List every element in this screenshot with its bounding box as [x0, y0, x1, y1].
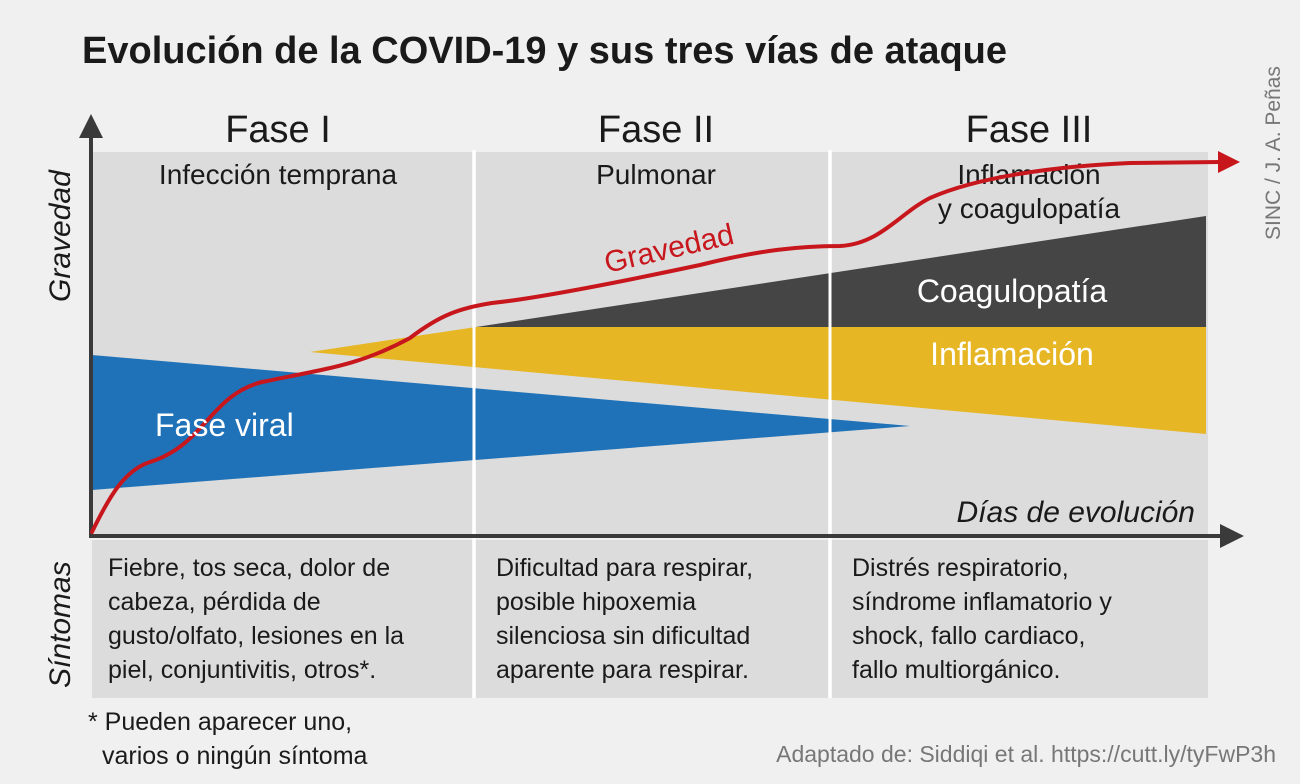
chart-title: Evolución de la COVID-19 y sus tres vías…	[82, 30, 1007, 72]
footnote-line-2: varios o ningún síntoma	[102, 742, 368, 770]
symptoms-panel-2	[476, 540, 828, 698]
symptoms-panel-3	[832, 540, 1208, 698]
phase-1-name: Fase I	[225, 109, 331, 151]
phase-3-subtitle-line-1: Inflamación	[957, 159, 1100, 190]
phase-1-symptoms-line-2: cabeza, pérdida de	[108, 588, 321, 616]
phase-2-subtitle: Pulmonar	[596, 159, 716, 190]
coagulopathy-band-label: Coagulopatía	[917, 273, 1108, 309]
inflammation-band	[310, 327, 1206, 434]
phase-3-symptoms-line-1: Distrés respiratorio,	[852, 554, 1069, 582]
phase-2-name: Fase II	[598, 109, 714, 151]
viral-band-label: Fase viral	[155, 407, 294, 443]
credit-text: SINC / J. A. Peñas	[1262, 66, 1285, 240]
severity-curve	[90, 160, 1222, 534]
inflammation-band-label: Inflamación	[930, 336, 1094, 372]
phase-3-symptoms-line-2: síndrome inflamatorio y	[852, 588, 1112, 616]
x-axis-label: Días de evolución	[957, 496, 1195, 529]
phase-2-symptoms-line-1: Dificultad para respirar,	[496, 554, 753, 582]
symptoms-axis-label: Síntomas	[44, 561, 77, 688]
y-axis-label: Gravedad	[44, 169, 77, 302]
viral-band	[92, 355, 910, 490]
phase-1-symptoms-line-1: Fiebre, tos seca, dolor de	[108, 554, 390, 582]
source-citation: Adaptado de: Siddiqi et al. https://cutt…	[776, 741, 1276, 767]
phase-3-symptoms-line-4: fallo multiorgánico.	[852, 656, 1060, 684]
coagulopathy-band	[476, 216, 1206, 327]
phase-3-symptoms-line-3: shock, fallo cardiaco,	[852, 622, 1085, 650]
phase-2-symptoms-line-4: aparente para respirar.	[496, 656, 749, 684]
phase-1-symptoms-line-3: gusto/olfato, lesiones en la	[108, 622, 404, 650]
phase-1-subtitle: Infección temprana	[159, 159, 398, 190]
phase-2-symptoms-line-3: silenciosa sin dificultad	[496, 622, 750, 650]
phase-2-symptoms-line-2: posible hipoxemia	[496, 588, 696, 616]
phase-3-subtitle-line-2: y coagulopatía	[938, 193, 1121, 224]
phase-1-symptoms-line-4: piel, conjuntivitis, otros*.	[108, 656, 376, 684]
symptoms-panel-1	[92, 540, 472, 698]
severity-arrowhead	[1218, 151, 1240, 173]
footnote-line-1: * Pueden aparecer uno,	[88, 708, 352, 736]
phase-3-name: Fase III	[966, 109, 1093, 151]
